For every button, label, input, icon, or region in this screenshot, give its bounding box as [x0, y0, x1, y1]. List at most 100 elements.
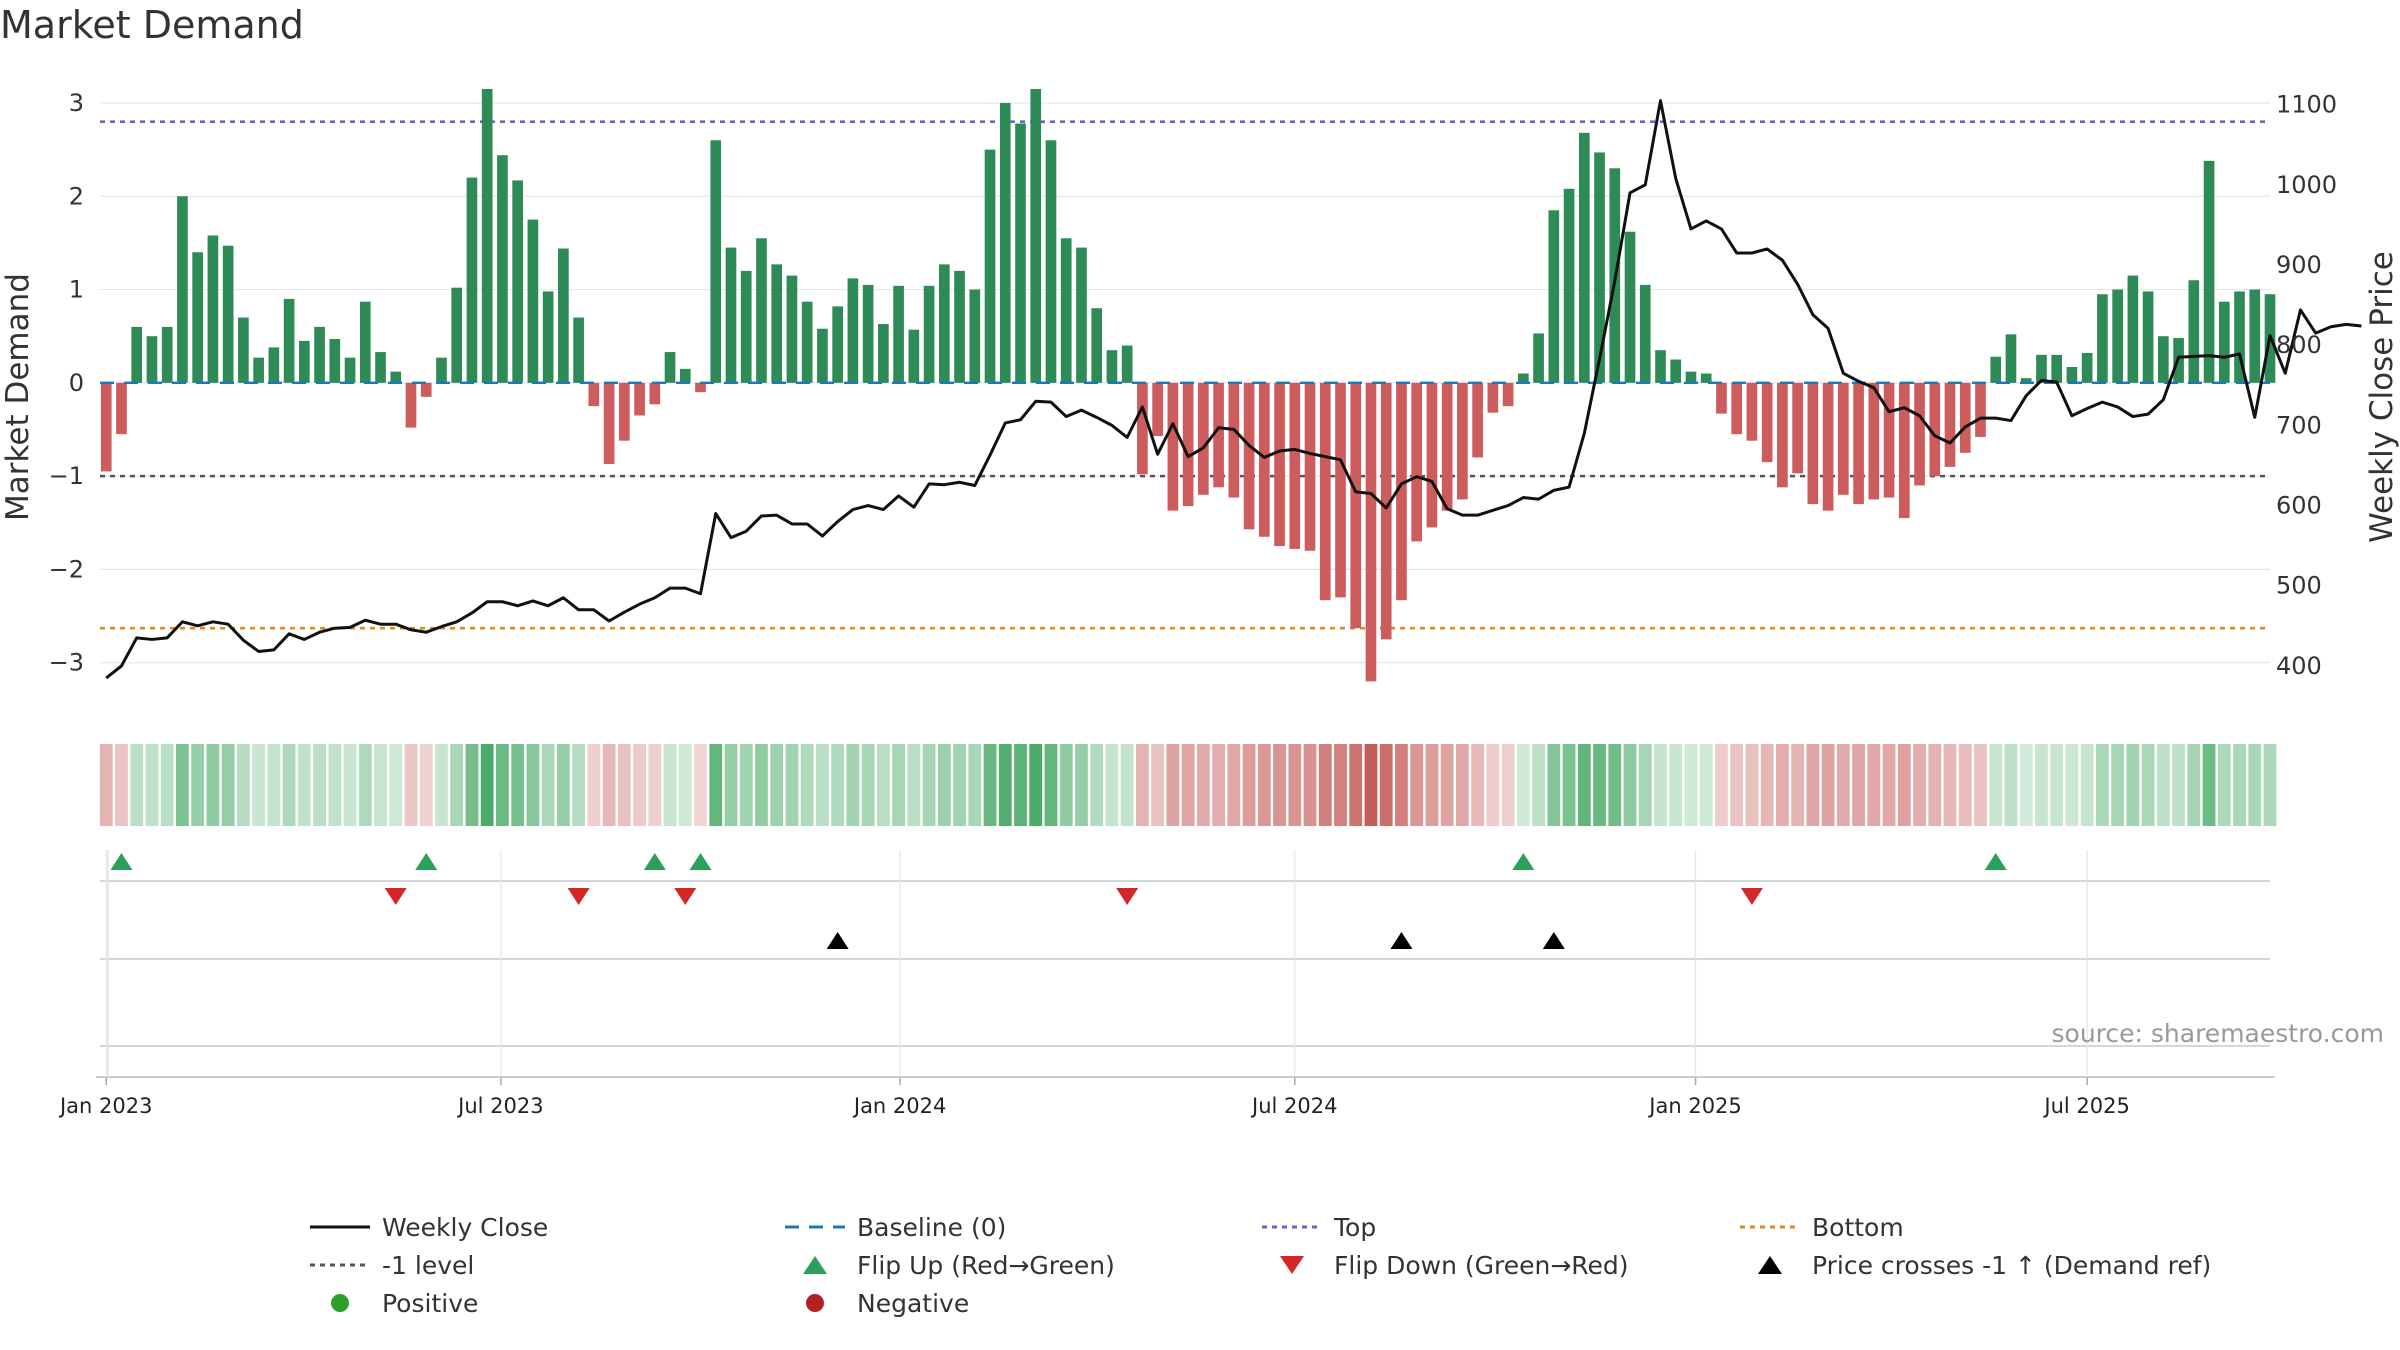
x-tick-label: Jan 2025 — [1647, 1094, 1742, 1118]
heat-cell — [2019, 744, 2033, 826]
heat-cell — [1669, 744, 1683, 826]
demand-bar — [649, 382, 661, 405]
heat-cell — [328, 744, 342, 826]
demand-bar — [2188, 280, 2200, 383]
demand-bar — [893, 285, 904, 383]
heat-cell — [526, 744, 540, 826]
demand-bar — [1380, 382, 1392, 640]
legend-item: Top — [1262, 1213, 1376, 1242]
legend-label: Price crosses -1 ↑ (Demand ref) — [1812, 1251, 2211, 1280]
heat-cell — [2126, 744, 2140, 826]
right-tick-label: 400 — [2276, 652, 2322, 680]
demand-bar — [161, 326, 173, 383]
heat-cell — [267, 744, 281, 826]
heat-cell — [1044, 744, 1058, 826]
heat-cell — [800, 744, 814, 826]
demand-bar — [116, 382, 127, 435]
legend-swatch — [1758, 1256, 1782, 1274]
heat-cell — [1836, 744, 1850, 826]
heat-cell — [1227, 744, 1241, 826]
heat-cell — [374, 744, 387, 826]
heat-cell — [176, 744, 189, 826]
demand-bar — [1624, 231, 1636, 383]
legend-label: Flip Up (Red→Green) — [857, 1251, 1115, 1280]
demand-bar — [1137, 382, 1148, 475]
demand-bar — [1914, 382, 1925, 486]
demand-bar — [2218, 301, 2230, 383]
reference-lines — [100, 120, 2270, 630]
heat-cell — [1273, 744, 1286, 826]
heat-cell — [785, 744, 799, 826]
demand-bar — [497, 155, 508, 383]
demand-bar — [1777, 382, 1788, 488]
heat-cell — [1242, 744, 1256, 826]
legend-label: Negative — [857, 1289, 969, 1318]
heat-cell — [1120, 744, 1134, 826]
demand-bar — [969, 289, 981, 383]
heat-cell — [1974, 744, 1987, 826]
heat-cell — [404, 744, 418, 826]
demand-bar — [1975, 382, 1986, 437]
heat-cell — [1136, 744, 1149, 826]
heat-cell — [998, 744, 1012, 826]
legend-swatch — [1280, 1256, 1304, 1274]
demand-bar — [1152, 382, 1163, 437]
demand-bar — [1792, 382, 1803, 474]
heat-cell — [2095, 744, 2109, 826]
demand-bar — [1441, 382, 1453, 511]
right-tick-label: 600 — [2276, 492, 2322, 520]
right-axis-label: Weekly Close Price — [2364, 251, 2400, 543]
heat-cell — [1715, 744, 1728, 826]
heat-cell — [1456, 744, 1469, 826]
heat-cell — [892, 744, 905, 826]
heat-cell — [1913, 744, 1926, 826]
weekly-close-line — [105, 99, 2362, 680]
demand-bar — [710, 140, 722, 383]
price-cross-marker — [1390, 932, 1413, 949]
heat-cell — [1425, 744, 1439, 826]
heat-cell — [1745, 744, 1759, 826]
heat-cell — [115, 744, 128, 826]
legend-item: Baseline (0) — [785, 1213, 1006, 1242]
left-tick-label: −3 — [49, 649, 84, 677]
demand-bar — [740, 270, 752, 383]
demand-bar — [1198, 382, 1209, 495]
demand-bar — [771, 264, 783, 383]
demand-bar — [618, 382, 630, 441]
heat-cell — [1181, 744, 1195, 826]
demand-bar — [1548, 210, 1560, 383]
heat-cell — [1882, 744, 1896, 826]
heat-cell — [419, 744, 433, 826]
demand-bar — [1243, 382, 1255, 530]
demand-bar — [146, 336, 158, 383]
heat-cell — [1440, 744, 1454, 826]
demand-bar — [1533, 333, 1544, 383]
demand-bar — [1716, 382, 1727, 414]
demand-bar — [1457, 382, 1468, 500]
demand-bar — [1944, 382, 1956, 467]
demand-bar — [1578, 132, 1590, 383]
demand-bar — [1761, 382, 1773, 463]
demand-bar — [2081, 352, 2093, 383]
demand-bar — [938, 264, 950, 383]
legend-label: Baseline (0) — [857, 1213, 1006, 1242]
heat-cell — [1684, 744, 1698, 826]
demand-bar — [1426, 382, 1438, 528]
right-axis-ticks: 1100 1000 900 800 700 600 500 400 — [2276, 91, 2337, 680]
heat-cell — [2050, 744, 2064, 826]
legend-label: Weekly Close — [382, 1213, 548, 1242]
demand-bar — [1639, 284, 1651, 383]
heat-cell — [1730, 744, 1744, 826]
demand-bar — [359, 301, 371, 383]
heat-cell — [633, 744, 646, 826]
heat-cell — [1532, 744, 1545, 826]
demand-bar — [131, 326, 143, 383]
heat-cell — [861, 744, 875, 826]
heat-cell — [1516, 744, 1530, 826]
heat-cell — [1897, 744, 1911, 826]
flip-down-marker — [1116, 888, 1139, 905]
heat-cell — [846, 744, 860, 826]
demand-bar — [878, 324, 889, 383]
legend-label: Positive — [382, 1289, 478, 1318]
left-tick-label: −1 — [49, 462, 84, 490]
